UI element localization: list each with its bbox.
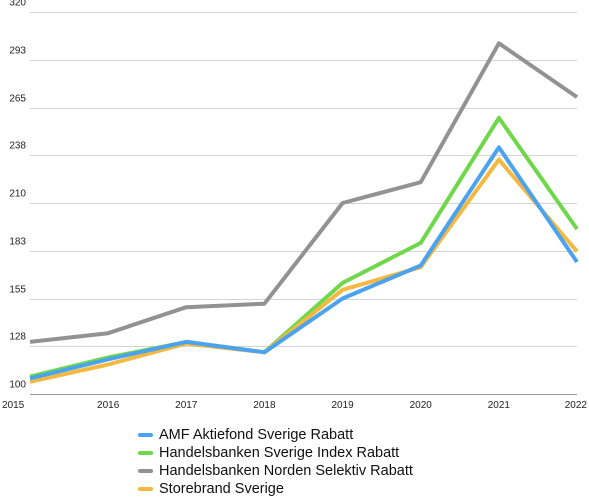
legend-item: AMF Aktiefond Sverige Rabatt (138, 426, 413, 444)
legend-swatch (138, 451, 153, 455)
y-tick-label: 183 (9, 237, 26, 248)
x-tick-label: 2020 (410, 400, 433, 411)
legend-item: Handelsbanken Sverige Index Rabatt (138, 444, 413, 462)
y-tick-label: 293 (9, 46, 26, 57)
y-tick-label: 128 (9, 332, 26, 343)
series-lines (29, 41, 579, 384)
y-tick-label: 265 (9, 94, 26, 105)
y-axis-ticks: 100 128 155 183 210 238 265 293 320 (9, 0, 26, 391)
series-line (29, 157, 579, 384)
legend-item: Handelsbanken Norden Selektiv Rabatt (138, 462, 413, 480)
legend-label: Handelsbanken Norden Selektiv Rabatt (159, 463, 413, 479)
line-chart: 100 128 155 183 210 238 265 293 320 2015 2016 2017… (2, 0, 587, 411)
x-tick-label: 2017 (175, 400, 198, 411)
x-tick-label: 2015 (2, 400, 25, 411)
legend-swatch (138, 433, 153, 437)
legend: AMF Aktiefond Sverige Rabatt Handelsbank… (138, 426, 413, 498)
legend-swatch (138, 469, 153, 473)
x-tick-label: 2022 (565, 400, 588, 411)
y-tick-label: 100 (9, 380, 26, 391)
x-tick-label: 2016 (97, 400, 120, 411)
x-tick-label: 2021 (488, 400, 511, 411)
x-tick-label: 2018 (253, 400, 276, 411)
x-tick-label: 2019 (331, 400, 354, 411)
legend-label: Handelsbanken Sverige Index Rabatt (159, 445, 400, 461)
y-tick-label: 238 (9, 141, 26, 152)
legend-item: Storebrand Sverige (138, 480, 413, 498)
legend-label: AMF Aktiefond Sverige Rabatt (159, 427, 354, 443)
gridlines (30, 12, 577, 395)
y-tick-label: 210 (9, 189, 26, 200)
y-tick-label: 320 (9, 0, 26, 9)
series-line (29, 41, 579, 344)
series-line (29, 145, 579, 381)
legend-swatch (138, 487, 153, 491)
y-tick-label: 155 (9, 285, 26, 296)
legend-label: Storebrand Sverige (159, 481, 284, 497)
x-axis-ticks: 2015 2016 2017 2018 2019 2020 2021 2022 (2, 400, 587, 411)
